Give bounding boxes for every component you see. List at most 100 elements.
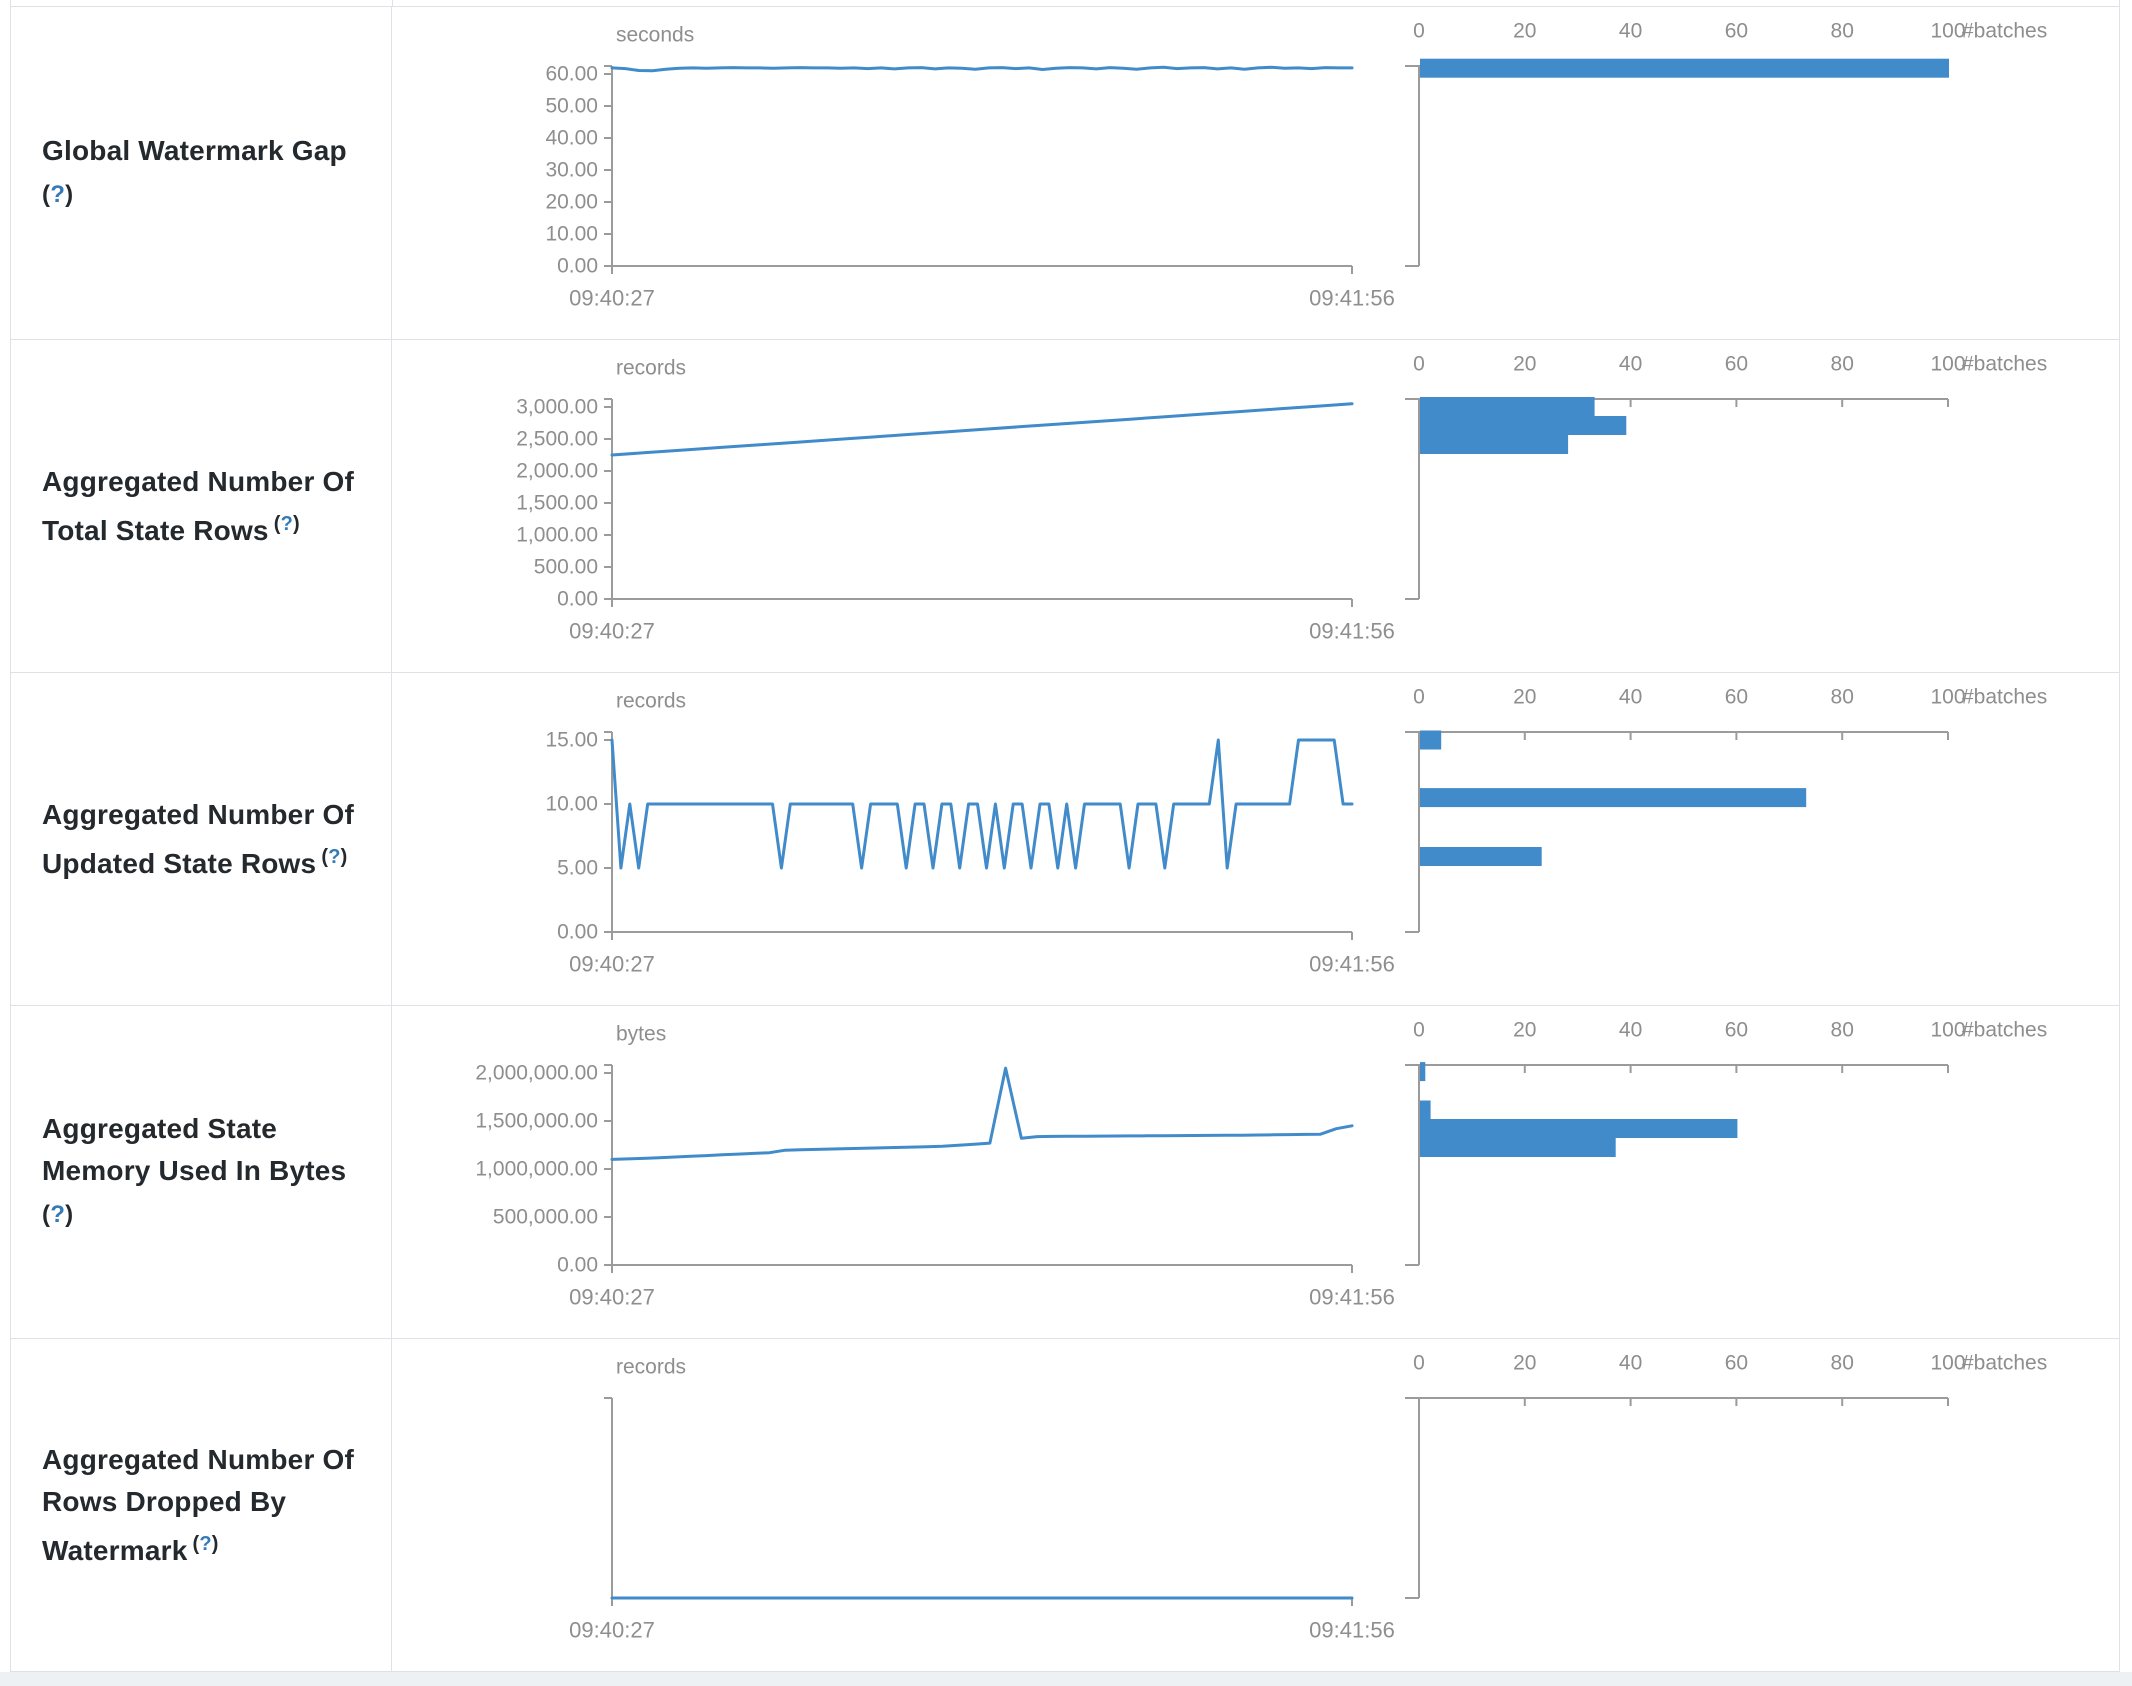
histogram-tick-label: 40 (1619, 686, 1642, 709)
histogram-tick-label: 60 (1725, 1019, 1748, 1042)
previous-row-sliver (10, 0, 2120, 6)
page-background-strip (0, 1672, 2132, 1686)
histogram-tick-label: 20 (1513, 1352, 1536, 1375)
histogram-bar (1420, 1119, 1738, 1138)
help-link[interactable]: (?) (321, 845, 348, 868)
metric-label-text: Aggregated Number Of (42, 465, 355, 497)
x-axis-start-time: 09:40:27 (569, 286, 655, 311)
metric-label-text: Aggregated State (42, 1113, 278, 1144)
y-axis-tick-label: 0.00 (557, 921, 598, 944)
histogram-tick-label: 80 (1831, 353, 1854, 376)
help-icon[interactable]: ? (199, 1532, 212, 1555)
charts-svg: records 15.00 10.00 5.00 0.00 09:40:27 09:41:5… (545, 686, 2047, 977)
histogram-tick-label: 0 (1413, 686, 1425, 709)
help-link[interactable]: (?) (42, 181, 74, 208)
y-axis-tick-label: 500.00 (534, 556, 598, 579)
charts-svg: records 09:40:27 09:41:56 0 20 40 60 80 100#batc… (569, 1352, 2047, 1643)
metric-label-text: Watermark (42, 1534, 188, 1566)
metric-row: Global Watermark Gap (?) seconds 60.00 50.00… (11, 7, 2119, 340)
histogram-tick-label: 80 (1831, 1352, 1854, 1375)
metric-label-text: Global Watermark Gap (42, 135, 347, 166)
histogram-bar (1420, 1100, 1431, 1120)
metric-row: Aggregated Number Of Updated State Rows (?… (11, 673, 2119, 1006)
metric-label: Global Watermark Gap (?) (11, 7, 392, 339)
metric-label: Aggregated Number Of Total State Rows (?) (11, 340, 392, 672)
y-axis-tick-label: 15.00 (545, 729, 598, 752)
y-axis-tick-label: 1,500.00 (516, 492, 598, 515)
help-link[interactable]: (?) (42, 1201, 74, 1228)
y-axis-tick-label: 0.00 (557, 1254, 598, 1277)
timeline-series-line (610, 1066, 1354, 1161)
help-icon[interactable]: ? (50, 181, 66, 208)
histogram-tick-label: 100 (1930, 686, 1965, 709)
x-axis-end-time: 09:41:56 (1309, 286, 1395, 311)
y-axis-tick-label: 30.00 (545, 159, 598, 182)
charts-svg: seconds 60.00 50.00 40.00 30.00 20.00 10.00 0.0… (545, 20, 2047, 311)
histogram-tick-label: 0 (1413, 353, 1425, 376)
metric-label-text: Total State Rows (42, 514, 269, 546)
help-icon[interactable]: ? (328, 845, 341, 868)
help-link[interactable]: (?) (273, 512, 300, 535)
histogram-unit-label: #batches (1962, 1019, 2047, 1042)
histogram-bar (1420, 730, 1442, 750)
histogram-bar (1420, 435, 1569, 454)
histogram-tick-label: 80 (1831, 1019, 1854, 1042)
metric-row: Aggregated Number Of Rows Dropped By Water… (11, 1339, 2119, 1671)
metric-label-text: Aggregated Number Of (42, 798, 355, 830)
y-axis-tick-label: 2,000.00 (516, 460, 598, 483)
charts-svg: bytes 2,000,000.00 1,500,000.00 1,000,000.0… (475, 1019, 2047, 1310)
streaming-query-statistics: Global Watermark Gap (?) seconds 60.00 50.00… (10, 6, 2120, 1672)
y-axis-unit-label: records (616, 690, 686, 713)
x-axis-start-time: 09:40:27 (569, 1618, 655, 1643)
y-axis-tick-label: 0.00 (557, 588, 598, 611)
x-axis-start-time: 09:40:27 (569, 1285, 655, 1310)
histogram-bar (1420, 1062, 1426, 1082)
y-axis-unit-label: seconds (616, 24, 694, 47)
histogram-bar (1420, 788, 1807, 808)
metric-label-text: Updated State Rows (42, 847, 317, 879)
y-axis-tick-label: 1,000.00 (516, 524, 598, 547)
x-axis-start-time: 09:40:27 (569, 952, 655, 977)
histogram-bar (1420, 416, 1627, 435)
histogram-bar (1420, 847, 1542, 866)
histogram-tick-label: 20 (1513, 20, 1536, 43)
x-axis-end-time: 09:41:56 (1309, 619, 1395, 644)
charts-svg: records 3,000.00 2,500.00 2,000.00 1,500.00 1… (516, 353, 2047, 644)
histogram-tick-label: 40 (1619, 1352, 1642, 1375)
metric-row: Aggregated State Memory Used In Bytes (?) b… (11, 1006, 2119, 1339)
y-axis-tick-label: 40.00 (545, 127, 598, 150)
help-icon[interactable]: ? (280, 512, 294, 535)
histogram-tick-label: 20 (1513, 1019, 1536, 1042)
x-axis-end-time: 09:41:56 (1309, 1618, 1395, 1643)
y-axis-tick-label: 1,500,000.00 (475, 1110, 598, 1133)
histogram-bar (1420, 397, 1595, 416)
histogram-tick-label: 100 (1930, 20, 1965, 43)
histogram-tick-label: 80 (1831, 20, 1854, 43)
statistics-table: Global Watermark Gap (?) seconds 60.00 50.00… (10, 0, 2120, 1672)
histogram-tick-label: 100 (1930, 1019, 1965, 1042)
histogram-unit-label: #batches (1962, 353, 2047, 376)
histogram-tick-label: 40 (1619, 1019, 1642, 1042)
metric-label: Aggregated Number Of Rows Dropped By Water… (11, 1339, 392, 1671)
histogram-tick-label: 20 (1513, 686, 1536, 709)
metric-label-text: Aggregated Number Of (42, 1443, 355, 1475)
histogram-unit-label: #batches (1962, 686, 2047, 709)
histogram-tick-label: 60 (1725, 1352, 1748, 1375)
timeline-series-line (610, 65, 1354, 73)
column-divider (392, 0, 393, 6)
histogram-tick-label: 100 (1930, 1352, 1965, 1375)
y-axis-tick-label: 20.00 (545, 191, 598, 214)
histogram-tick-label: 60 (1725, 353, 1748, 376)
y-axis-tick-label: 1,000,000.00 (475, 1158, 598, 1181)
histogram-unit-label: #batches (1962, 1352, 2047, 1375)
histogram-tick-label: 40 (1619, 20, 1642, 43)
y-axis-tick-label: 500,000.00 (493, 1206, 598, 1229)
histogram-tick-label: 0 (1413, 20, 1425, 43)
histogram-tick-label: 0 (1413, 1019, 1425, 1042)
histogram-unit-label: #batches (1962, 20, 2047, 43)
y-axis-tick-label: 10.00 (545, 793, 598, 816)
help-link[interactable]: (?) (192, 1532, 219, 1555)
help-icon[interactable]: ? (50, 1201, 66, 1228)
histogram-tick-label: 100 (1930, 353, 1965, 376)
histogram-tick-label: 60 (1725, 20, 1748, 43)
